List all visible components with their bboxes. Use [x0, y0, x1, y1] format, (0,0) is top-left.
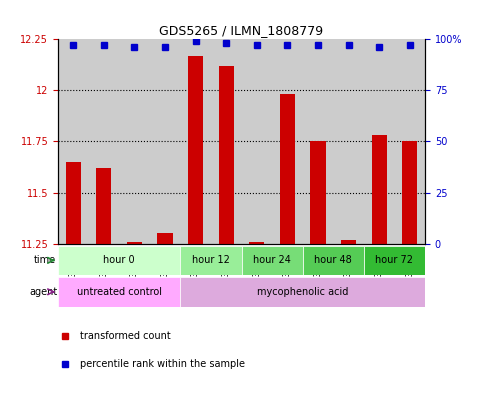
Text: time: time — [33, 255, 56, 265]
Bar — [157, 233, 173, 244]
Bar — [150, 39, 180, 244]
Bar — [371, 135, 387, 244]
Bar — [242, 39, 272, 244]
Bar — [58, 39, 88, 244]
Bar — [66, 162, 81, 244]
Bar — [395, 39, 425, 244]
Bar — [211, 39, 242, 244]
Bar — [219, 66, 234, 244]
FancyBboxPatch shape — [58, 246, 180, 275]
Bar — [180, 39, 211, 244]
Bar — [249, 242, 265, 244]
Bar — [280, 94, 295, 244]
Text: hour 12: hour 12 — [192, 255, 230, 265]
Text: mycophenolic acid: mycophenolic acid — [257, 287, 348, 297]
Text: hour 0: hour 0 — [103, 255, 135, 265]
Text: hour 72: hour 72 — [375, 255, 413, 265]
Bar — [127, 242, 142, 244]
Bar — [311, 141, 326, 244]
Bar — [272, 39, 303, 244]
FancyBboxPatch shape — [180, 246, 242, 275]
Bar — [88, 39, 119, 244]
FancyBboxPatch shape — [242, 246, 303, 275]
FancyBboxPatch shape — [364, 246, 425, 275]
Bar — [364, 39, 395, 244]
FancyBboxPatch shape — [58, 277, 180, 307]
Text: percentile rank within the sample: percentile rank within the sample — [80, 359, 245, 369]
Bar — [303, 39, 333, 244]
Text: untreated control: untreated control — [77, 287, 162, 297]
FancyBboxPatch shape — [303, 246, 364, 275]
Bar — [341, 240, 356, 244]
Text: agent: agent — [29, 287, 57, 297]
Text: hour 24: hour 24 — [253, 255, 291, 265]
Bar — [188, 56, 203, 244]
Text: transformed count: transformed count — [80, 331, 170, 341]
Text: hour 48: hour 48 — [314, 255, 352, 265]
Bar — [119, 39, 150, 244]
Bar — [96, 168, 112, 244]
FancyBboxPatch shape — [180, 277, 425, 307]
Title: GDS5265 / ILMN_1808779: GDS5265 / ILMN_1808779 — [159, 24, 324, 37]
Bar — [402, 141, 417, 244]
Bar — [333, 39, 364, 244]
